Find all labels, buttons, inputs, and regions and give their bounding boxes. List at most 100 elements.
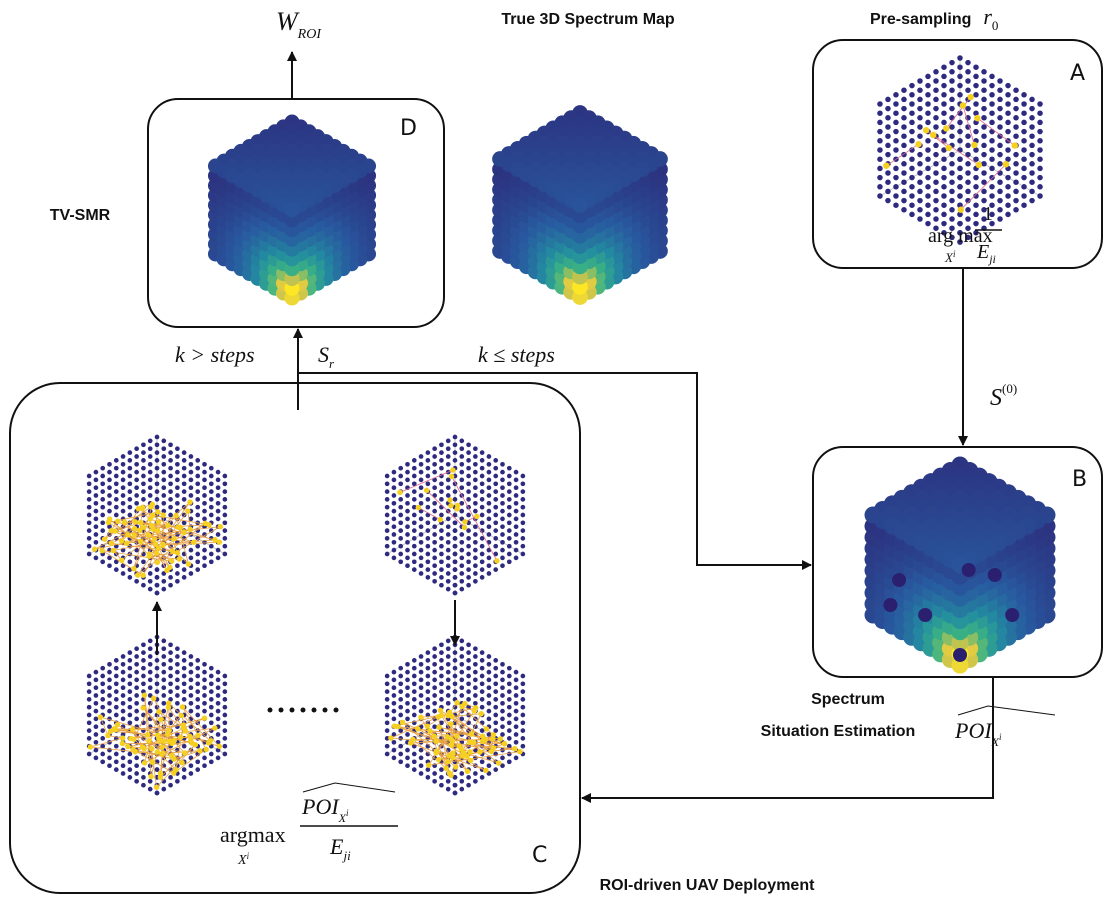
grid-dot (100, 512, 106, 518)
uav-dot (151, 536, 158, 543)
grid-dot (997, 197, 1003, 204)
uav-dot (201, 715, 208, 721)
grid-dot (175, 446, 180, 452)
grid-dot (941, 184, 947, 190)
grid-dot (398, 673, 404, 679)
grid-dot (957, 119, 963, 126)
grid-dot (141, 458, 146, 463)
grid-dot (513, 755, 519, 761)
grid-dot (1021, 165, 1027, 172)
grid-dot (957, 230, 963, 236)
grid-dot (486, 693, 492, 698)
grid-dot (466, 489, 471, 494)
grid-dot (957, 110, 963, 116)
sample-dot (918, 608, 933, 622)
grid-dot (452, 689, 458, 694)
grid-dot (107, 677, 112, 683)
uav-dot (115, 518, 121, 525)
grid-dot (933, 69, 939, 75)
grid-dot (473, 669, 478, 675)
grid-dot (949, 216, 955, 222)
uav-dot (124, 540, 130, 546)
grid-dot (513, 500, 519, 506)
grid-dot (411, 458, 417, 463)
grid-dot (154, 481, 160, 487)
grid-dot (1013, 105, 1019, 112)
uav-dot (452, 764, 459, 770)
grid-dot (1037, 174, 1043, 181)
grid-dot (439, 512, 444, 518)
grid-dot (1029, 151, 1035, 158)
grid-dot (411, 689, 417, 694)
grid-dot (181, 681, 187, 687)
grid-dot (161, 571, 167, 576)
grid-dot (147, 646, 153, 652)
uav-dot (118, 557, 125, 564)
grid-dot (208, 481, 214, 487)
grid-dot (107, 755, 112, 761)
grid-dot (195, 504, 201, 510)
uav-dot (444, 734, 451, 740)
grid-dot (86, 751, 92, 757)
cube-plot (492, 105, 668, 305)
grid-dot (1037, 184, 1043, 190)
grid-dot (957, 128, 963, 135)
grid-dot (222, 751, 228, 757)
grid-dot (93, 700, 99, 706)
grid-dot (459, 578, 465, 584)
grid-dot (127, 704, 133, 710)
grid-dot (1005, 119, 1011, 126)
flight-path (175, 725, 184, 770)
grid-dot (1021, 101, 1027, 107)
grid-dot (113, 458, 119, 463)
grid-dot (473, 555, 478, 561)
grid-dot (486, 477, 492, 483)
grid-dot (215, 685, 221, 691)
grid-dot (188, 755, 194, 761)
grid-dot (493, 520, 499, 526)
grid-dot (425, 504, 431, 510)
grid-dot (1005, 110, 1011, 116)
grid-dot (1013, 87, 1019, 93)
flight-path (154, 531, 184, 540)
grid-dot (933, 105, 939, 112)
grid-dot (181, 665, 187, 671)
grid-dot (215, 493, 221, 498)
grid-dot (973, 82, 979, 89)
grid-dot (909, 174, 915, 181)
grid-dot (181, 489, 187, 494)
sample-dot (961, 563, 976, 577)
grid-dot (901, 87, 907, 93)
grid-dot (981, 179, 987, 185)
grid-dot (479, 512, 485, 518)
grid-dot (411, 681, 417, 687)
grid-dot (168, 575, 173, 580)
uav-dot (185, 561, 192, 567)
grid-dot (134, 493, 139, 498)
grid-dot (425, 536, 431, 541)
grid-dot (93, 724, 99, 730)
grid-dot (1013, 197, 1019, 204)
grid-dot (445, 700, 451, 706)
grid-dot (513, 493, 519, 498)
grid-dot (141, 650, 146, 655)
uav-dot (483, 767, 489, 774)
grid-dot (188, 493, 194, 498)
grid-dot (500, 700, 505, 706)
grid-dot (506, 697, 512, 702)
grid-dot (917, 207, 923, 213)
grid-dot (1037, 119, 1043, 126)
grid-dot (384, 489, 390, 494)
grid-dot (100, 743, 106, 749)
grid-dot (506, 543, 512, 549)
grid-dot (391, 477, 397, 483)
flight-path (134, 524, 210, 529)
grid-dot (520, 673, 526, 679)
grid-dot (107, 500, 112, 506)
grid-dot (113, 759, 119, 765)
grid-dot (398, 697, 404, 702)
grid-dot (202, 685, 207, 691)
grid-dot (473, 654, 478, 659)
grid-dot (909, 156, 915, 162)
grid-dot (1037, 138, 1043, 144)
